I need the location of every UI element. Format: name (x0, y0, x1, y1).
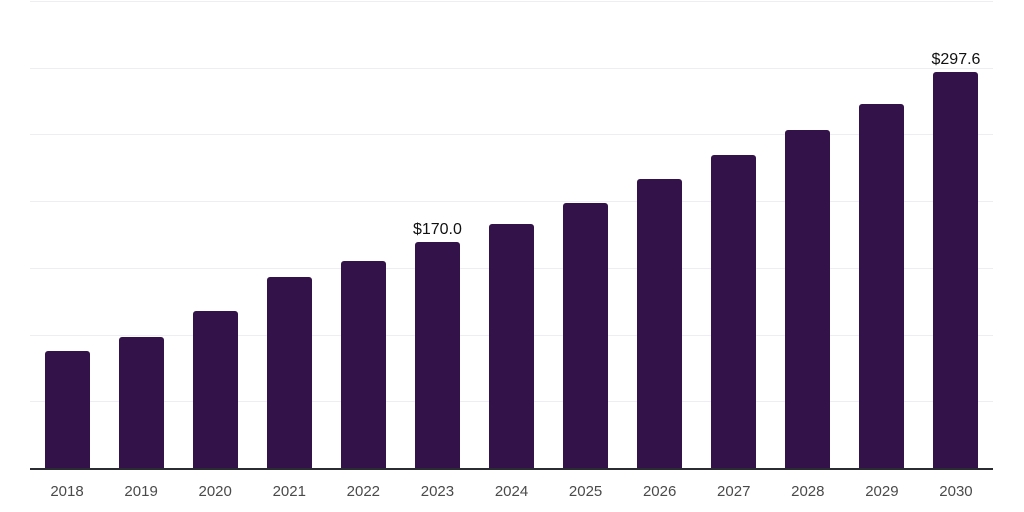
bar-slot-2030: $297.6 (919, 2, 993, 469)
gridline-350 (30, 1, 993, 2)
x-axis-line (30, 468, 993, 470)
x-axis-label-2022: 2022 (346, 483, 381, 500)
x-axis-label-2028: 2028 (791, 483, 825, 500)
bar-slot-2026 (623, 2, 697, 469)
bar-2025 (563, 202, 609, 469)
bar-2018 (44, 350, 90, 469)
bar-2022 (340, 260, 386, 469)
bar-slot-2024 (474, 2, 548, 469)
bar-slot-2023: $170.0 (400, 2, 474, 469)
bar-2021 (266, 277, 312, 469)
bar-slot-2028 (771, 2, 845, 469)
bar-2019 (118, 336, 164, 469)
bar-slot-2027 (697, 2, 771, 469)
gridline-200 (30, 201, 993, 203)
bar-slot-2021 (252, 2, 326, 469)
x-axis-label-2020: 2020 (198, 483, 232, 500)
bar-slot-2022 (326, 2, 400, 469)
bar-slot-2020 (178, 2, 252, 469)
plot-area: $170.0 $297.6 (30, 1, 993, 470)
bar-2029 (859, 103, 905, 469)
x-axis-label-2021: 2021 (272, 483, 306, 500)
bar-slot-2029 (845, 2, 919, 469)
bar-2028 (785, 129, 831, 469)
x-axis-label-2019: 2019 (124, 483, 158, 500)
gridline-300 (30, 67, 993, 69)
x-axis-label-2025: 2025 (568, 483, 603, 500)
bar-2027 (711, 155, 757, 469)
bar-2020 (192, 311, 238, 469)
bar-2023: $170.0 (413, 222, 462, 469)
x-axis-label-2023: 2023 (420, 483, 455, 500)
gridline-250 (30, 134, 993, 136)
value-label-2023: $170.0 (412, 221, 462, 239)
x-axis-label-2027: 2027 (717, 483, 751, 500)
x-axis-label-2029: 2029 (865, 483, 899, 500)
x-axis-label-2030: 2030 (939, 483, 973, 500)
bar-2024 (489, 223, 534, 469)
x-axis-labels: 2018 2019 2020 2021 2022 2023 2024 2025 2026 2027… (30, 483, 993, 501)
bar-slot-2019 (104, 2, 178, 469)
x-axis-label-2026: 2026 (642, 483, 677, 500)
bar-slot-2018 (30, 2, 104, 469)
bar-2026 (637, 179, 683, 469)
x-axis-label-2018: 2018 (50, 483, 84, 500)
x-axis-label-2024: 2024 (494, 483, 529, 500)
bars-row: $170.0 $297.6 (30, 2, 993, 469)
value-label-2030: $297.6 (931, 50, 981, 68)
bar-slot-2025 (549, 2, 623, 469)
bar-2030: $297.6 (932, 51, 980, 469)
